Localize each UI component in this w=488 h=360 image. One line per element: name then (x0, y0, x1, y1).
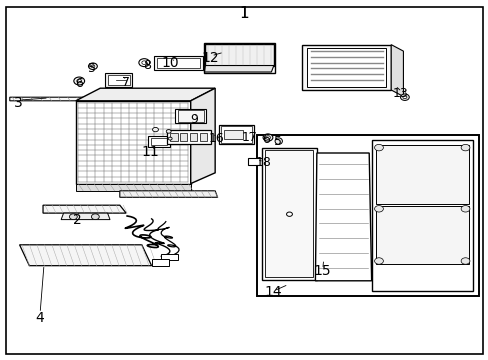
Ellipse shape (402, 96, 406, 99)
Bar (189, 133, 197, 141)
Ellipse shape (263, 134, 272, 141)
Text: 3: 3 (14, 96, 23, 109)
Polygon shape (43, 205, 126, 213)
Polygon shape (105, 73, 132, 87)
Polygon shape (190, 88, 215, 184)
Bar (170, 133, 177, 141)
Ellipse shape (74, 77, 84, 85)
Ellipse shape (142, 61, 146, 64)
Ellipse shape (166, 130, 171, 133)
Polygon shape (120, 191, 217, 197)
Ellipse shape (460, 206, 469, 212)
Text: 15: 15 (312, 264, 330, 278)
Polygon shape (390, 45, 403, 96)
Bar (224, 130, 242, 139)
Ellipse shape (400, 94, 408, 100)
Polygon shape (76, 101, 190, 184)
Text: 6: 6 (75, 77, 83, 90)
Polygon shape (147, 136, 170, 147)
Ellipse shape (69, 214, 77, 220)
Polygon shape (221, 126, 252, 143)
Polygon shape (107, 75, 129, 85)
Polygon shape (306, 48, 386, 87)
Text: 18: 18 (256, 156, 271, 169)
Polygon shape (167, 130, 211, 144)
Ellipse shape (91, 214, 99, 220)
Polygon shape (10, 97, 98, 101)
Polygon shape (371, 140, 472, 291)
Polygon shape (157, 58, 199, 68)
Polygon shape (219, 125, 254, 144)
Text: 13: 13 (392, 87, 408, 100)
Polygon shape (161, 254, 178, 260)
Text: 9: 9 (190, 113, 198, 126)
Polygon shape (261, 148, 316, 280)
Polygon shape (315, 153, 371, 281)
Ellipse shape (265, 136, 270, 139)
Polygon shape (61, 213, 110, 220)
Bar (256, 135, 478, 296)
Polygon shape (154, 56, 203, 70)
Text: 16: 16 (208, 132, 224, 145)
Text: 5: 5 (88, 62, 96, 75)
Polygon shape (76, 88, 215, 101)
Ellipse shape (374, 258, 383, 264)
Ellipse shape (168, 137, 172, 140)
Text: 5: 5 (273, 135, 281, 148)
Polygon shape (302, 45, 390, 90)
Ellipse shape (374, 144, 383, 151)
Polygon shape (248, 158, 261, 165)
Ellipse shape (88, 63, 97, 69)
Polygon shape (150, 138, 167, 145)
Ellipse shape (460, 144, 469, 151)
Polygon shape (204, 66, 273, 72)
Polygon shape (375, 206, 468, 264)
Polygon shape (264, 150, 313, 277)
Ellipse shape (152, 127, 158, 132)
Polygon shape (177, 110, 204, 122)
Polygon shape (76, 184, 190, 191)
Polygon shape (151, 259, 168, 266)
Text: 10: 10 (161, 57, 179, 70)
Ellipse shape (460, 258, 469, 264)
Ellipse shape (139, 59, 149, 67)
Text: 7: 7 (122, 76, 130, 89)
Text: 12: 12 (201, 51, 219, 64)
Ellipse shape (274, 138, 282, 144)
Polygon shape (375, 145, 468, 204)
Polygon shape (20, 245, 151, 266)
Ellipse shape (77, 79, 81, 83)
Bar (180, 133, 187, 141)
Text: 2: 2 (73, 213, 81, 227)
Ellipse shape (286, 212, 292, 216)
Ellipse shape (91, 65, 95, 68)
Text: 11: 11 (142, 145, 159, 159)
Text: 1: 1 (239, 6, 249, 21)
Text: 6: 6 (262, 133, 270, 146)
Text: 17: 17 (241, 131, 257, 144)
Ellipse shape (374, 206, 383, 212)
Text: 8: 8 (142, 59, 150, 72)
Polygon shape (205, 44, 273, 66)
Text: 14: 14 (264, 285, 281, 299)
Polygon shape (175, 109, 206, 123)
Bar (199, 133, 206, 141)
Text: 4: 4 (36, 311, 44, 324)
